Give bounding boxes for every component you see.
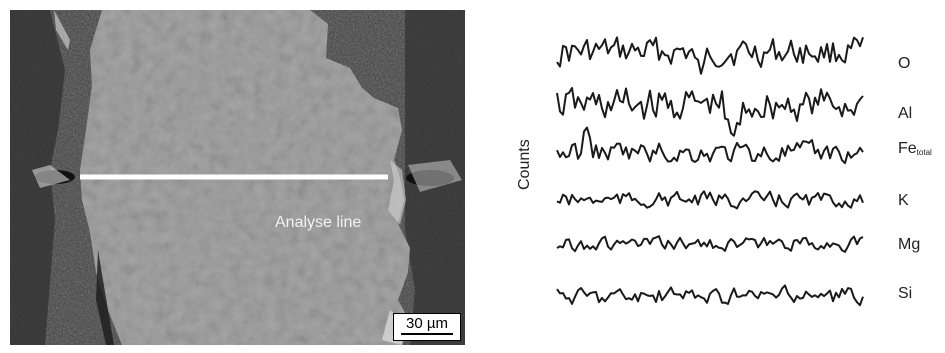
profile-line-al	[556, 87, 864, 137]
element-symbol: Mg	[898, 236, 921, 253]
element-label-fe: Fetotal	[898, 140, 932, 158]
element-label-k: K	[898, 192, 909, 210]
element-symbol: K	[898, 192, 909, 209]
micrograph-image	[10, 10, 465, 345]
profile-line-o	[556, 36, 864, 75]
analyse-line-label: Analyse line	[275, 214, 362, 231]
scale-bar-label: 30 µm	[406, 315, 448, 332]
profile-line-mg	[556, 235, 864, 253]
element-label-o: O	[898, 55, 910, 73]
scale-bar	[401, 333, 453, 335]
element-subscript: total	[916, 148, 932, 157]
element-symbol: Si	[898, 285, 913, 302]
profile-line-si	[556, 284, 864, 307]
element-label-mg: Mg	[898, 236, 920, 254]
profile-line-fe	[556, 126, 864, 165]
element-symbol: Al	[898, 105, 913, 122]
profile-line-k	[556, 190, 864, 210]
element-label-si: Si	[898, 285, 912, 303]
element-label-al: Al	[898, 105, 912, 123]
element-symbol: O	[898, 55, 911, 72]
sem-micrograph: Analyse line 30 µm	[10, 10, 465, 345]
scale-bar-box: 30 µm	[393, 313, 461, 341]
element-symbol: Fe	[898, 140, 917, 157]
element-profiles	[556, 36, 864, 307]
